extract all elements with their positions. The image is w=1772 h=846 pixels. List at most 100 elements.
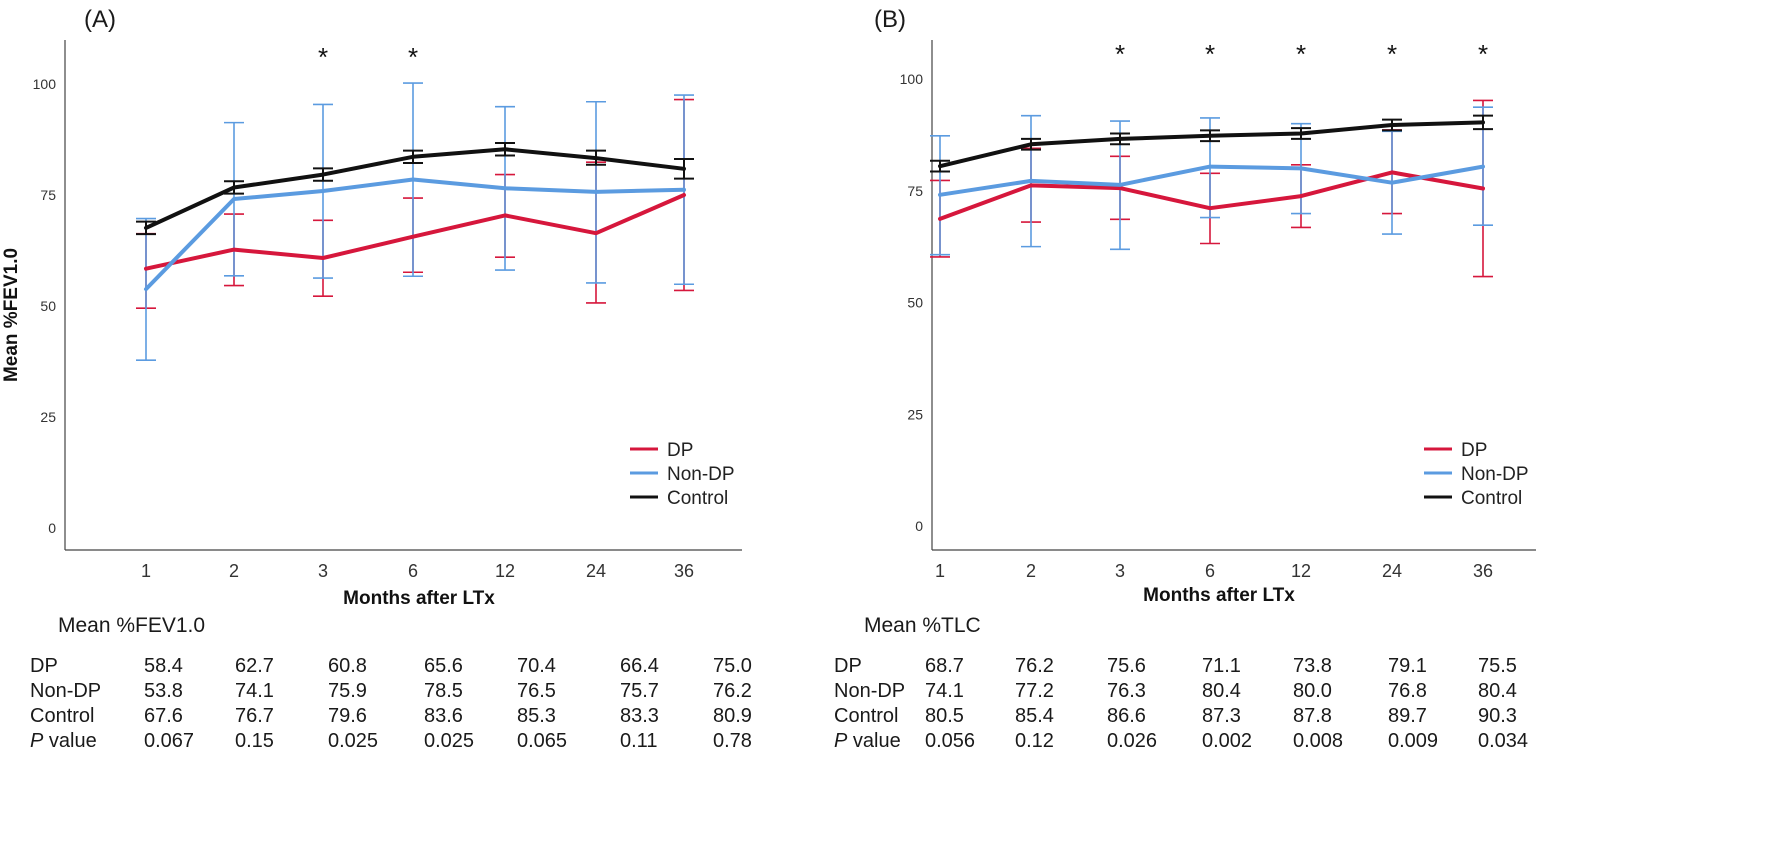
- legend-label: Non-DP: [1461, 464, 1529, 485]
- row-label: Control: [834, 705, 899, 727]
- table-cell: 0.026: [1107, 730, 1158, 752]
- significance-asterisk: *: [1387, 39, 1397, 69]
- table-cell: 78.5: [424, 680, 463, 702]
- table-row: DP 68.7 76.2 75.6 71.1 73.8 79.1 75.5: [834, 654, 1558, 679]
- table-cell: 85.4: [1015, 705, 1054, 727]
- table-cell: 79.1: [1388, 655, 1427, 677]
- table-cell: 85.3: [517, 705, 556, 727]
- table-row: Non-DP 53.8 74.1 75.9 78.5 76.5 75.7 76.2: [30, 679, 793, 704]
- table-cell: 75.5: [1478, 655, 1517, 677]
- table-cell: 60.8: [328, 655, 367, 677]
- table-cell: 87.8: [1293, 705, 1332, 727]
- table-cell: 68.7: [925, 655, 964, 677]
- significance-asterisk: *: [408, 42, 418, 72]
- table-cell: 0.12: [1015, 730, 1054, 752]
- pvalue-row: P value 0.056 0.12 0.026 0.002 0.008 0.009 0.03…: [834, 729, 1558, 754]
- x-tick-label: 3: [1115, 561, 1125, 581]
- table-row: Control 67.6 76.7 79.6 83.6 85.3 83.3 80.9: [30, 704, 793, 729]
- table-row: DP 58.4 62.7 60.8 65.6 70.4 66.4 75.0: [30, 654, 793, 679]
- x-tick-label: 36: [1473, 561, 1493, 581]
- y-tick-label: 25: [907, 406, 923, 422]
- table-cell: 62.7: [235, 655, 274, 677]
- panel-label: (A): [84, 6, 116, 33]
- panel-label: (B): [874, 6, 906, 33]
- table-cell: 70.4: [517, 655, 556, 677]
- x-axis-label: Months after LTx: [343, 588, 495, 609]
- significance-asterisk: *: [1205, 39, 1215, 69]
- x-tick-label: 12: [495, 561, 515, 581]
- y-tick-label: 100: [900, 71, 924, 87]
- table-cell: 80.9: [713, 705, 752, 727]
- x-tick-label: 12: [1291, 561, 1311, 581]
- table-cell: 77.2: [1015, 680, 1054, 702]
- table-cell: 0.008: [1293, 730, 1344, 752]
- x-tick-label: 2: [1026, 561, 1036, 581]
- series-line-dp: [144, 193, 686, 271]
- series-line-non-dp: [144, 177, 686, 292]
- series-line-dp: [938, 170, 1485, 221]
- tlc-means-table: DP 68.7 76.2 75.6 71.1 73.8 79.1 75.5 Non-DP 74.1…: [834, 654, 1558, 754]
- table-row: Non-DP 74.1 77.2 76.3 80.4 80.0 76.8 80.4: [834, 679, 1558, 704]
- table-cell: 0.025: [328, 730, 379, 752]
- table-cell: 86.6: [1107, 705, 1146, 727]
- table-cell: 76.2: [713, 680, 752, 702]
- table-cell: 74.1: [235, 680, 274, 702]
- table-cell: 0.009: [1388, 730, 1439, 752]
- table-cell: 75.6: [1107, 655, 1146, 677]
- significance-asterisk: *: [1296, 39, 1306, 69]
- table-cell: 75.9: [328, 680, 367, 702]
- table-cell: 71.1: [1202, 655, 1241, 677]
- significance-asterisk: *: [1115, 39, 1125, 69]
- legend-label: Control: [1461, 488, 1522, 509]
- table-cell: 0.034: [1478, 730, 1529, 752]
- x-tick-label: 6: [1205, 561, 1215, 581]
- table-cell: 0.002: [1202, 730, 1253, 752]
- table-cell: 80.5: [925, 705, 964, 727]
- table-cell: 80.4: [1478, 680, 1517, 702]
- table-cell: 65.6: [424, 655, 463, 677]
- table-cell: 80.0: [1293, 680, 1332, 702]
- table-cell: 83.6: [424, 705, 463, 727]
- x-tick-label: 1: [935, 561, 945, 581]
- legend-label: DP: [1461, 440, 1487, 461]
- legend-label: Non-DP: [667, 464, 735, 485]
- significance-asterisk: *: [1478, 39, 1488, 69]
- table-cell: 83.3: [620, 705, 659, 727]
- table-row: Control 80.5 85.4 86.6 87.3 87.8 89.7 90.3: [834, 704, 1558, 729]
- table-cell: 0.056: [925, 730, 976, 752]
- table-cell: 67.6: [144, 705, 183, 727]
- table-cell: 0.067: [144, 730, 195, 752]
- panel-fev: (A) 0 25 50 75 100 1 2 3 6 12 24 36 Mean %FEV1.0 Mont…: [1, 6, 793, 754]
- table-cell: 0.78: [713, 730, 752, 752]
- x-tick-label: 3: [318, 561, 328, 581]
- series-line-control: [938, 120, 1485, 169]
- significance-asterisk: *: [318, 42, 328, 72]
- table-cell: 89.7: [1388, 705, 1427, 727]
- x-tick-label: 36: [674, 561, 694, 581]
- table-cell: 76.2: [1015, 655, 1054, 677]
- y-tick-label: 100: [33, 76, 57, 92]
- table-cell: 73.8: [1293, 655, 1332, 677]
- y-tick-label: 0: [48, 520, 56, 536]
- table-cell: 87.3: [1202, 705, 1241, 727]
- table-cell: 76.8: [1388, 680, 1427, 702]
- x-axis-label: Months after LTx: [1143, 585, 1295, 606]
- fev-means-table: DP 58.4 62.7 60.8 65.6 70.4 66.4 75.0 Non-DP 53.8…: [30, 654, 793, 754]
- row-label: DP: [834, 655, 862, 677]
- table-cell: 74.1: [925, 680, 964, 702]
- table-cell: 75.7: [620, 680, 659, 702]
- table-cell: 80.4: [1202, 680, 1241, 702]
- y-tick-label: 75: [907, 183, 923, 199]
- y-tick-label: 75: [40, 187, 56, 203]
- pvalue-row: P value 0.067 0.15 0.025 0.025 0.065 0.11 0.78: [30, 729, 793, 754]
- y-tick-label: 50: [907, 295, 923, 311]
- row-label: Non-DP: [834, 680, 906, 702]
- row-label: Control: [30, 705, 95, 727]
- row-label: P value: [30, 730, 97, 752]
- table-cell: 53.8: [144, 680, 183, 702]
- y-tick-label: 25: [40, 409, 56, 425]
- y-axis-label: Mean %FEV1.0: [1, 248, 22, 382]
- legend-label: Control: [667, 488, 728, 509]
- x-tick-label: 2: [229, 561, 239, 581]
